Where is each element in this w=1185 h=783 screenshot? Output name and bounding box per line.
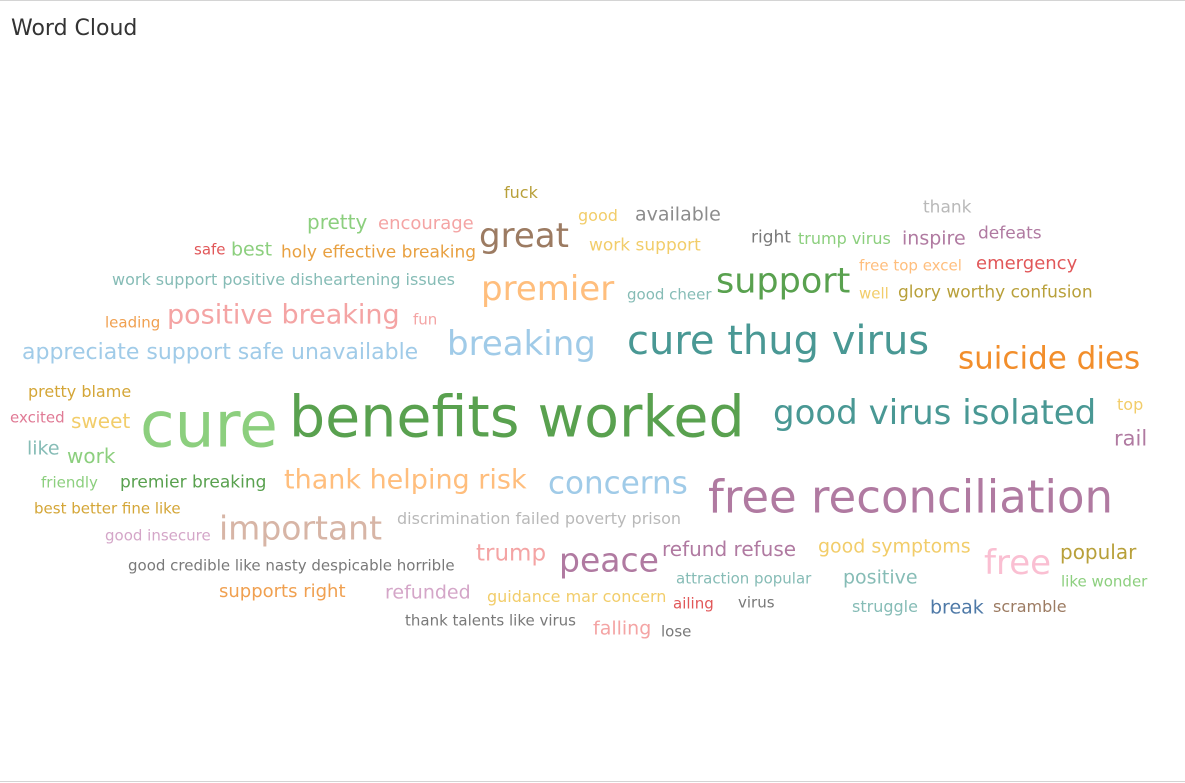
word-cloud-word: scramble xyxy=(993,597,1067,616)
word-cloud-word: good xyxy=(578,206,618,225)
word-cloud-word: premier breaking xyxy=(120,472,267,493)
word-cloud-word: attraction popular xyxy=(676,569,812,588)
word-cloud-word: discrimination failed poverty prison xyxy=(397,509,681,528)
word-cloud-word: fun xyxy=(413,310,438,329)
word-cloud-word: leading xyxy=(105,313,161,332)
word-cloud-word: friendly xyxy=(41,473,98,492)
word-cloud-word: great xyxy=(479,216,569,256)
word-cloud-word: encourage xyxy=(378,213,474,234)
word-cloud-word: emergency xyxy=(976,253,1078,274)
word-cloud-word: support xyxy=(716,261,851,302)
word-cloud-word: safe xyxy=(194,240,226,259)
word-cloud-word: like wonder xyxy=(1061,572,1148,591)
word-cloud-word: free top excel xyxy=(859,256,962,275)
word-cloud-word: available xyxy=(635,203,721,226)
word-cloud-word: free reconciliation xyxy=(708,470,1114,524)
word-cloud-word: work support xyxy=(589,235,701,256)
word-cloud-word: holy effective breaking xyxy=(281,242,477,263)
word-cloud-word: suicide dies xyxy=(958,340,1141,377)
word-cloud-word: guidance mar concern xyxy=(487,587,667,606)
word-cloud-word: cure xyxy=(140,388,278,462)
word-cloud-word: good virus isolated xyxy=(773,393,1097,433)
word-cloud-word: glory worthy confusion xyxy=(898,282,1093,303)
word-cloud-word: breaking xyxy=(447,324,596,364)
word-cloud-word: work xyxy=(67,444,116,468)
word-cloud-word: defeats xyxy=(978,223,1042,244)
word-cloud-word: peace xyxy=(559,540,659,580)
word-cloud-word: thank talents like virus xyxy=(405,611,576,630)
word-cloud-word: well xyxy=(859,284,889,303)
word-cloud-word: thank xyxy=(923,197,972,218)
word-cloud-word: good symptoms xyxy=(818,535,971,558)
word-cloud-word: virus xyxy=(738,593,775,612)
word-cloud-word: work support positive disheartening issu… xyxy=(112,270,455,289)
word-cloud-word: benefits worked xyxy=(289,384,745,451)
word-cloud-word: rail xyxy=(1114,426,1148,451)
word-cloud-word: excited xyxy=(10,408,65,427)
word-cloud-word: break xyxy=(930,596,984,619)
word-cloud-word: like xyxy=(27,437,60,460)
word-cloud-word: right xyxy=(751,227,791,248)
word-cloud-word: best better fine like xyxy=(34,499,181,518)
word-cloud-word: popular xyxy=(1060,540,1137,564)
chart-title: Word Cloud xyxy=(11,16,138,41)
word-cloud-word: pretty blame xyxy=(28,382,132,401)
word-cloud-word: inspire xyxy=(902,227,966,250)
word-cloud-word: ailing xyxy=(673,594,714,613)
word-cloud-word: thank helping risk xyxy=(284,464,527,496)
word-cloud-word: supports right xyxy=(219,581,346,602)
word-cloud-word: good insecure xyxy=(105,526,211,545)
word-cloud-word: refunded xyxy=(385,581,471,604)
word-cloud-word: falling xyxy=(593,617,652,640)
word-cloud-word: fuck xyxy=(504,183,538,202)
word-cloud-word: trump xyxy=(476,540,547,567)
word-cloud-word: important xyxy=(219,508,383,548)
word-cloud-word: cure thug virus xyxy=(627,318,930,364)
word-cloud-word: appreciate support safe unavailable xyxy=(22,340,419,365)
word-cloud-word: trump virus xyxy=(798,229,891,248)
word-cloud-word: refund refuse xyxy=(662,537,797,561)
word-cloud-word: lose xyxy=(661,622,692,641)
word-cloud-word: pretty xyxy=(307,210,368,234)
word-cloud-word: positive breaking xyxy=(167,299,400,331)
word-cloud-word: positive xyxy=(843,566,918,589)
word-cloud-word: sweet xyxy=(71,409,131,433)
word-cloud-word: good credible like nasty despicable horr… xyxy=(128,556,455,575)
word-cloud-word: top xyxy=(1117,395,1144,414)
word-cloud-word: free xyxy=(984,543,1052,583)
word-cloud-word: good cheer xyxy=(627,285,712,304)
word-cloud-word: struggle xyxy=(852,597,918,616)
word-cloud-word: best xyxy=(231,238,273,261)
word-cloud-word: premier xyxy=(481,269,615,309)
word-cloud-word: concerns xyxy=(548,465,688,502)
